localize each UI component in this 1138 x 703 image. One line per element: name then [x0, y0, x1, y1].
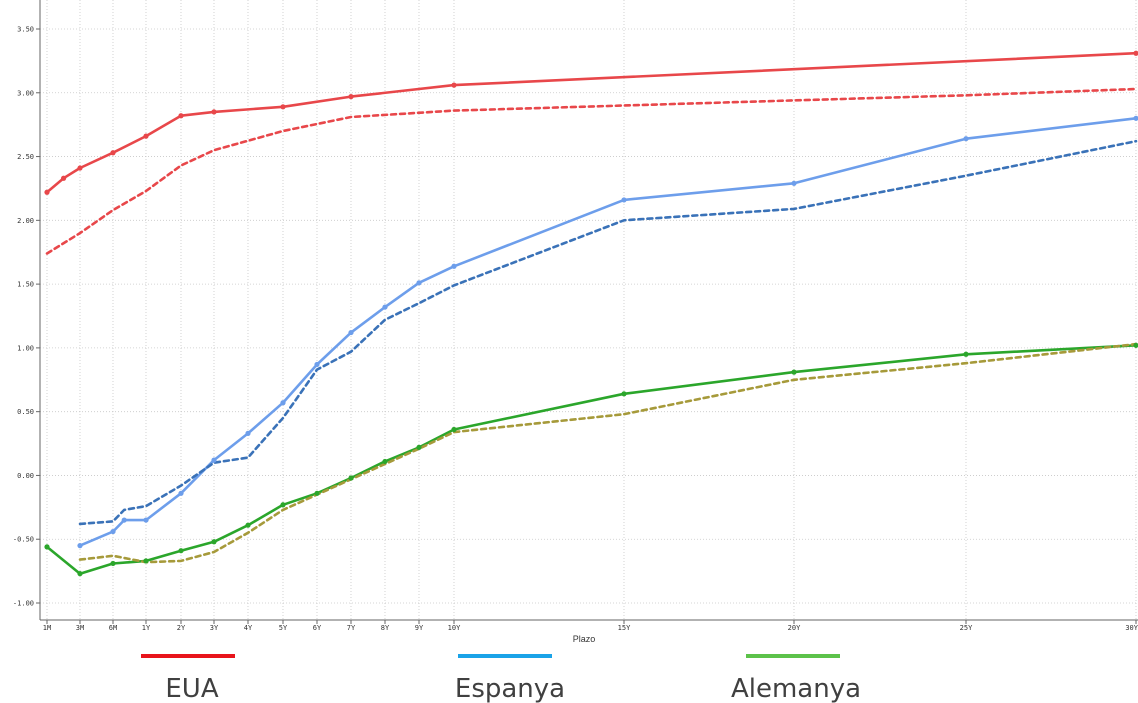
series-point-0	[110, 150, 116, 156]
y-tick-label: 0.50	[17, 408, 34, 416]
series-point-0	[44, 189, 50, 195]
x-tick-label: 4Y	[244, 624, 253, 632]
series-point-0	[178, 113, 184, 119]
series-line-5	[78, 342, 1138, 564]
series-point-4	[382, 458, 388, 465]
series-point-4	[245, 522, 251, 528]
legend-label-espanya: Espanya	[455, 674, 565, 703]
y-tick-label: 0.00	[17, 472, 34, 480]
x-tick-label: 3M	[76, 624, 84, 632]
series-point-2	[143, 517, 149, 523]
series-point-4	[963, 351, 969, 357]
series-point-0	[1133, 50, 1138, 56]
series-point-4	[280, 502, 286, 508]
series-point-0	[348, 94, 354, 100]
series-point-4	[178, 548, 184, 554]
legend-item-espanya: Espanya	[455, 654, 565, 703]
grid	[40, 0, 1138, 620]
y-tick-label: 2.50	[17, 153, 34, 161]
legend: EUA Espanya Alemanya	[141, 654, 861, 703]
series-point-2	[1133, 115, 1138, 121]
x-tick-label: 7Y	[347, 624, 356, 632]
series-markers	[44, 50, 1138, 577]
series-point-4	[77, 571, 83, 577]
y-tick-label: 1.00	[17, 344, 34, 352]
series-point-4	[348, 475, 354, 481]
x-tick-label: 10Y	[448, 624, 461, 632]
series-lines	[45, 51, 1138, 576]
x-tick-label: 25Y	[960, 624, 973, 632]
y-tick-label: 2.00	[17, 217, 34, 225]
series-point-2	[121, 517, 127, 523]
series-point-2	[77, 543, 83, 549]
series-point-4	[314, 490, 320, 496]
series-point-4	[110, 560, 116, 567]
series-point-4	[211, 539, 217, 545]
series-point-4	[791, 369, 797, 375]
x-tick-label: 9Y	[415, 624, 424, 632]
series-point-2	[211, 457, 217, 463]
series-point-2	[245, 430, 251, 436]
y-tick-label: -0.50	[13, 536, 34, 544]
y-tick-label: 3.50	[17, 26, 34, 34]
series-point-0	[211, 109, 217, 115]
series-line-2	[78, 117, 1138, 547]
series-point-0	[143, 133, 149, 139]
y-tick-label: -1.00	[13, 600, 34, 608]
x-tick-label: 1M	[43, 624, 51, 632]
y-tick-labels: -1.00 -0.50 0.00 0.50 1.00 1.50 2.00 2.50 3.00 3.…	[13, 26, 40, 608]
x-tick-labels: 1M 3M 6M 1Y 2Y 3Y 4Y 5Y 6Y 7Y 8Y 9Y 10Y 15Y 20Y 25Y 30Y	[43, 620, 1138, 632]
series-point-2	[110, 528, 116, 535]
x-tick-label: 30Y	[1125, 624, 1138, 632]
series-point-0	[60, 175, 67, 181]
y-tick-label: 1.50	[17, 281, 34, 289]
series-point-2	[451, 263, 457, 269]
series-point-0	[451, 82, 457, 88]
series-point-4	[1133, 342, 1138, 348]
x-tick-label: 3Y	[210, 624, 219, 632]
x-tick-label: 6Y	[313, 624, 322, 632]
series-point-2	[314, 361, 320, 368]
series-point-2	[280, 400, 286, 406]
series-point-4	[451, 426, 457, 433]
x-tick-label: 15Y	[618, 624, 631, 632]
series-point-2	[621, 197, 627, 203]
series-line-0	[45, 51, 1138, 194]
series-point-2	[178, 490, 184, 496]
legend-label-alemanya: Alemanya	[731, 674, 861, 703]
series-line-1	[45, 87, 1138, 255]
series-point-0	[280, 104, 286, 110]
series-point-0	[77, 165, 83, 171]
series-line-4	[45, 343, 1138, 576]
series-point-4	[416, 444, 422, 450]
series-line-3	[78, 139, 1138, 526]
series-point-2	[791, 180, 797, 186]
legend-label-eua: EUA	[165, 674, 218, 703]
series-point-4	[621, 391, 627, 397]
x-tick-label: 2Y	[177, 624, 186, 632]
series-point-4	[44, 544, 50, 550]
series-point-2	[963, 136, 969, 142]
series-point-2	[348, 329, 354, 336]
x-tick-label: 5Y	[279, 624, 288, 632]
series-point-4	[143, 558, 149, 564]
legend-item-eua: EUA	[141, 654, 235, 703]
x-axis-title: Plazo	[573, 634, 596, 644]
series-point-2	[382, 304, 388, 310]
series-point-2	[416, 280, 422, 286]
x-tick-label: 8Y	[381, 624, 390, 632]
x-tick-label: 20Y	[788, 624, 801, 632]
x-tick-label: 1Y	[142, 624, 151, 632]
x-tick-label: 6M	[109, 624, 117, 632]
legend-item-alemanya: Alemanya	[731, 654, 861, 703]
y-tick-label: 3.00	[17, 89, 34, 97]
